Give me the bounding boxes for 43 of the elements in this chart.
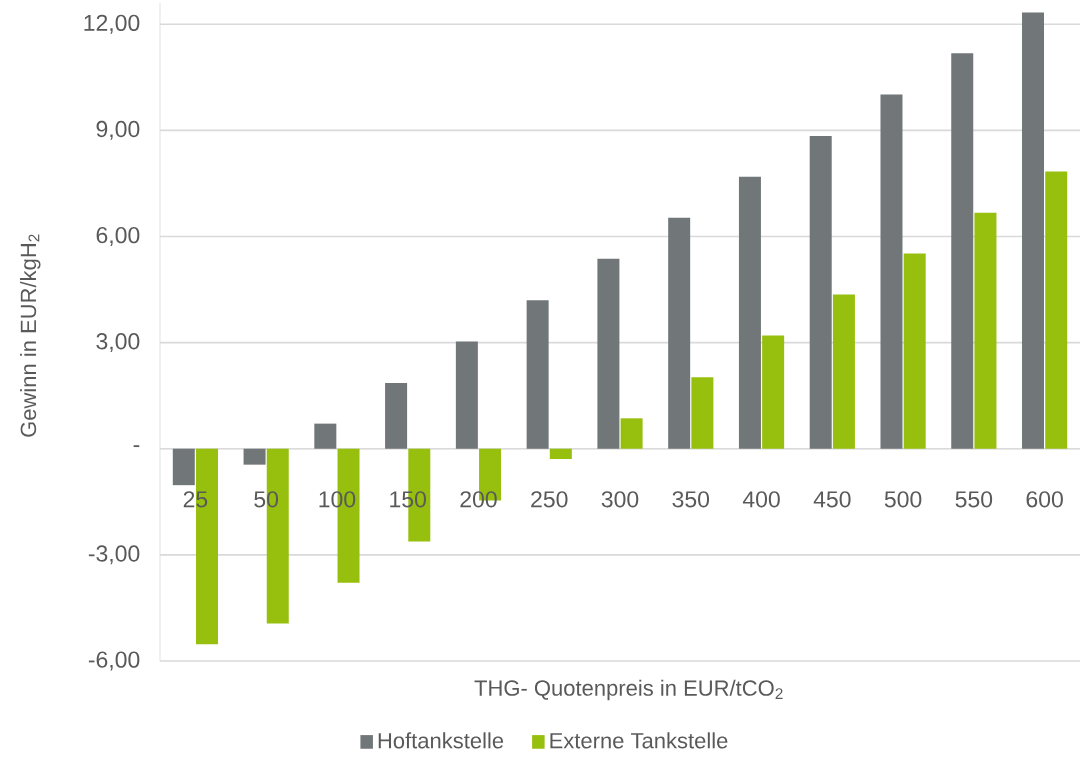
y-tick-label: 6,00 bbox=[96, 227, 140, 247]
x-tick-label: 150 bbox=[390, 491, 426, 508]
bar bbox=[1022, 12, 1045, 449]
x-tick-label: 350 bbox=[672, 491, 710, 508]
y-tick-label: -6,00 bbox=[88, 651, 140, 671]
bar bbox=[809, 136, 832, 449]
bar bbox=[1045, 171, 1068, 449]
bar bbox=[620, 418, 643, 449]
y-tick-label: 12,00 bbox=[84, 14, 140, 34]
x-tick-label: 600 bbox=[1026, 491, 1063, 508]
bar bbox=[314, 423, 337, 449]
bar bbox=[172, 448, 195, 486]
bar bbox=[832, 294, 855, 449]
legend-label: Hoftankstelle bbox=[378, 732, 504, 749]
y-tick-label: 9,00 bbox=[96, 121, 140, 141]
legend-label: Externe Tankstelle bbox=[550, 732, 728, 749]
bar bbox=[243, 448, 266, 465]
x-tick-label: 550 bbox=[955, 491, 993, 508]
bar bbox=[455, 341, 478, 449]
x-tick-label: 200 bbox=[460, 491, 497, 508]
x-tick-label: 400 bbox=[742, 491, 780, 508]
bar bbox=[549, 448, 572, 460]
x-tick-label: 300 bbox=[601, 491, 639, 508]
x-tick-label: 100 bbox=[319, 491, 356, 508]
bar bbox=[385, 383, 408, 449]
bar bbox=[974, 213, 997, 449]
bar bbox=[691, 377, 714, 449]
bar bbox=[668, 217, 691, 449]
bar bbox=[880, 94, 903, 449]
x-tick-label: 450 bbox=[813, 491, 851, 508]
bar bbox=[597, 258, 620, 449]
y-tick-label: -3,00 bbox=[88, 545, 140, 565]
bar bbox=[738, 176, 761, 449]
x-tick-label: 500 bbox=[884, 491, 922, 508]
y-tick-label: 3,00 bbox=[96, 333, 140, 353]
bar bbox=[526, 300, 549, 449]
bar bbox=[951, 53, 974, 449]
y-axis-title: Gewinn in EUR/kgH$_{2}$ bbox=[20, 234, 41, 437]
y-tick-label: - bbox=[133, 445, 140, 448]
bar bbox=[903, 253, 926, 449]
x-tick-label: 250 bbox=[531, 491, 568, 508]
bar bbox=[762, 335, 785, 449]
x-axis-title: THG- Quotenpreis in EUR/tCO$_{2}$ bbox=[474, 679, 783, 701]
